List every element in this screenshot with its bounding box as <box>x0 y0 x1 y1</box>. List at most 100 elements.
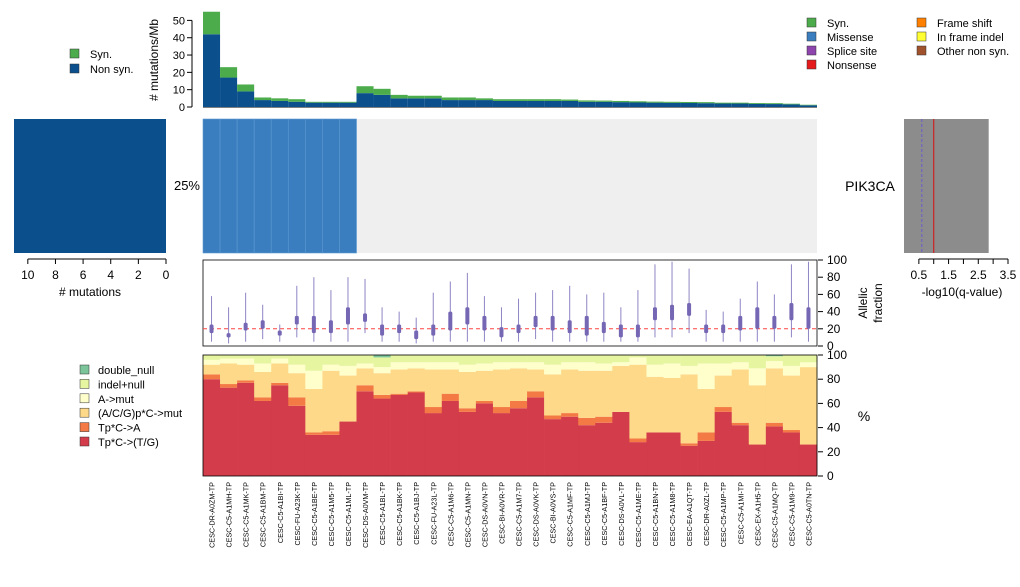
spectrum-segment <box>254 363 272 372</box>
spectrum-segment <box>237 355 255 359</box>
rate-bar-nonsyn <box>458 100 476 107</box>
rate-bar-nonsyn <box>322 102 340 107</box>
rate-bar-nonsyn <box>510 100 528 107</box>
left-x-tick-label: 4 <box>107 268 114 282</box>
sample-label: CESC-C5-A1M7-TP <box>515 482 524 547</box>
rate-y-tick-label: 20 <box>173 67 185 79</box>
spectrum-segment <box>595 422 613 476</box>
rate-bar-syn <box>629 101 647 103</box>
rate-bar-nonsyn <box>373 94 391 107</box>
qvalue-x-axis-title: -log10(q-value) <box>922 285 1003 299</box>
left-x-tick-label: 0 <box>163 268 170 282</box>
spectrum-legend-label: (A/C/G)p*C->mut <box>98 408 182 420</box>
spectrum-segment <box>305 432 323 435</box>
rate-bar-nonsyn <box>663 102 681 107</box>
gene-mutation-cell <box>339 118 357 254</box>
spectrum-segment <box>731 425 750 476</box>
spectrum-segment <box>220 358 238 364</box>
rate-bar-nonsyn <box>220 77 238 107</box>
spectrum-segment <box>561 413 579 417</box>
spectrum-segment <box>271 358 289 364</box>
spectrum-segment <box>271 382 289 386</box>
spectrum-segment <box>390 355 408 363</box>
rate-bar-nonsyn <box>271 100 289 107</box>
spectrum-segment <box>458 371 477 409</box>
spectrum-frame <box>202 354 818 477</box>
spectrum-segment <box>390 393 408 395</box>
spectrum-segment <box>731 362 750 370</box>
sample-label: CESC-C5-A0TN-TP <box>804 482 813 546</box>
spectrum-segment <box>646 355 664 365</box>
spectrum-segment <box>458 411 477 476</box>
rate-bar-nonsyn <box>612 102 630 107</box>
af-box <box>601 321 606 334</box>
spectrum-segment <box>697 440 715 476</box>
spectrum-segment <box>544 419 562 476</box>
spectrum-y-tick-label: 20 <box>827 445 841 459</box>
spectrum-segment <box>475 355 494 364</box>
left-x-tick-label: 10 <box>21 268 35 282</box>
rate-bar-syn <box>203 11 221 35</box>
rate-bar-nonsyn <box>254 100 272 107</box>
legend-swatch <box>806 45 817 56</box>
spectrum-segment <box>407 368 426 392</box>
spectrum-segment <box>441 400 460 476</box>
spectrum-segment <box>765 356 784 362</box>
spectrum-segment <box>544 355 562 365</box>
sample-label: CESC-EA-A1QT-TP <box>685 482 694 547</box>
af-box <box>345 307 350 325</box>
sample-label: CESC-DS-A0VK-TP <box>532 482 541 547</box>
spectrum-segment <box>578 370 596 418</box>
spectrum-legend-swatch <box>79 379 90 389</box>
rate-bar-syn <box>799 104 817 106</box>
rate-bar-syn <box>441 97 459 101</box>
spectrum-segment <box>765 368 784 423</box>
gene-mutation-panel: 25% PIK3CA <box>174 118 896 254</box>
spectrum-segment <box>203 374 221 380</box>
spectrum-segment <box>322 355 340 365</box>
spectrum-segment <box>629 355 647 358</box>
spectrum-segment <box>424 413 443 476</box>
legend-swatch <box>916 17 927 28</box>
spectrum-segment <box>510 400 528 409</box>
spectrum-segment <box>254 400 272 476</box>
spectrum-y-tick-label: 40 <box>827 421 841 435</box>
af-box <box>789 303 794 321</box>
spectrum-segment <box>254 355 272 364</box>
spectrum-segment <box>373 355 391 358</box>
sample-label: CESC-C5-A1MP-TP <box>719 482 728 547</box>
spectrum-segment <box>578 417 596 426</box>
spectrum-segment <box>646 376 664 433</box>
rate-y-tick-label: 10 <box>173 85 185 97</box>
rate-bar-nonsyn <box>697 103 715 107</box>
rate-bar-nonsyn <box>390 98 408 107</box>
legend-label: In frame indel <box>937 32 1004 44</box>
sample-label: CESC-C5-A1ML-TP <box>344 482 353 547</box>
spectrum-legend-swatch <box>79 407 90 418</box>
spectrum-segment <box>680 443 698 446</box>
spectrum-segment <box>748 355 767 369</box>
mutation-spectrum-panel: 0 20 40 60 80 100% <box>202 348 870 483</box>
rate-bar-syn <box>254 97 272 101</box>
sample-label: CESC-C5-A1M9-TP <box>787 482 796 547</box>
spectrum-segment <box>424 362 443 370</box>
left-x-tick-label: 8 <box>52 268 59 282</box>
spectrum-y-tick-label: 100 <box>827 348 847 362</box>
legend-swatch <box>916 31 927 42</box>
sample-label: CESC-C5-A1BF-TP <box>600 482 609 546</box>
spectrum-segment <box>339 355 357 366</box>
rate-bar-syn <box>407 95 425 99</box>
rate-bar-nonsyn <box>561 100 579 107</box>
spectrum-segment <box>356 385 374 392</box>
spectrum-segment <box>765 426 784 476</box>
spectrum-segment <box>220 384 238 388</box>
af-box <box>363 313 368 322</box>
spectrum-segment <box>663 355 681 364</box>
rate-bar-syn <box>680 101 698 104</box>
af-y-tick-label: 100 <box>827 253 847 267</box>
rate-bar-nonsyn <box>714 103 732 107</box>
spectrum-segment <box>510 362 528 369</box>
sample-label: CESC-FU-A23K-TP <box>293 482 302 546</box>
spectrum-segment <box>782 432 801 476</box>
af-y-axis-title-line2: fraction <box>871 283 885 322</box>
